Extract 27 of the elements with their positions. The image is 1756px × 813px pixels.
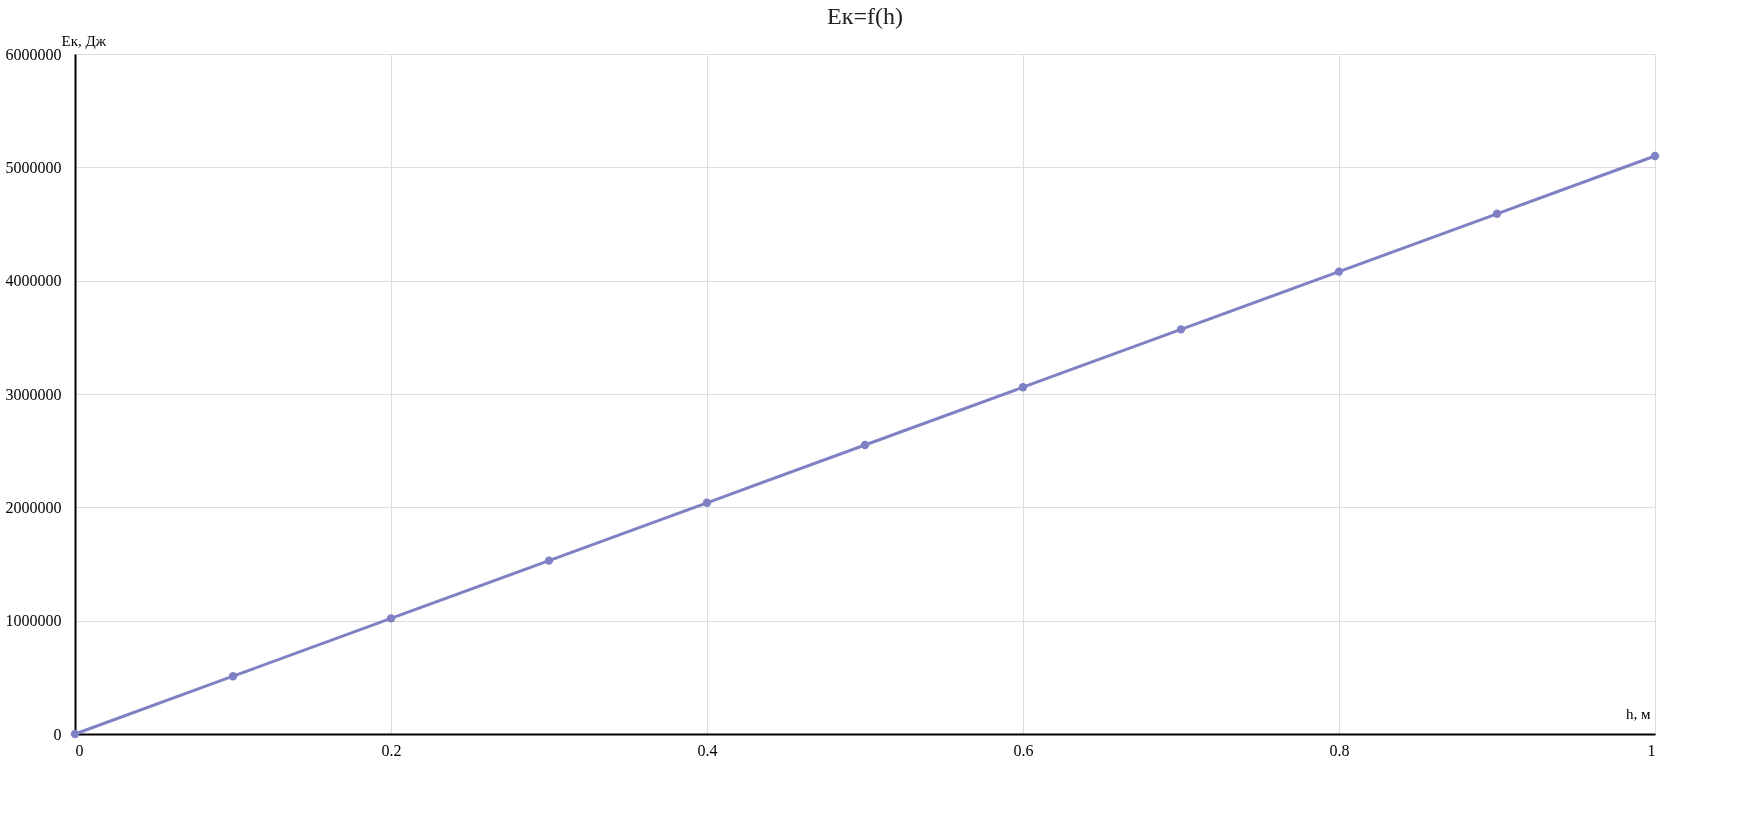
point bbox=[1018, 383, 1028, 392]
point bbox=[544, 556, 554, 565]
x-tick-label: 0.2 bbox=[381, 741, 402, 759]
y-tick-label: 3000000 bbox=[5, 385, 62, 403]
y-tick-label: 0 bbox=[53, 725, 62, 743]
chart-title: Eк=f(h) bbox=[827, 3, 903, 29]
y-tick-label: 2000000 bbox=[5, 498, 62, 516]
point bbox=[1492, 209, 1502, 218]
point bbox=[228, 672, 238, 681]
y-tick-label: 1000000 bbox=[5, 612, 62, 630]
y-tick-label: 6000000 bbox=[5, 45, 62, 63]
point bbox=[1650, 151, 1660, 161]
y-tick-label: 5000000 bbox=[5, 158, 62, 176]
point bbox=[860, 440, 870, 450]
y-axis-title: Eк, Дж bbox=[61, 32, 107, 49]
x-tick-label: 1 bbox=[1647, 741, 1656, 759]
x-axis-title: h, м bbox=[1626, 705, 1651, 722]
x-tick-label: 0 bbox=[75, 741, 84, 759]
point bbox=[702, 498, 712, 507]
point bbox=[1176, 325, 1186, 334]
point bbox=[1334, 267, 1344, 276]
x-tick-label: 0.8 bbox=[1329, 741, 1350, 759]
x-tick-label: 0.6 bbox=[1013, 741, 1034, 759]
point bbox=[70, 729, 80, 739]
x-tick-label: 0.4 bbox=[697, 741, 718, 759]
y-tick-label: 4000000 bbox=[5, 272, 62, 290]
point bbox=[386, 614, 396, 623]
